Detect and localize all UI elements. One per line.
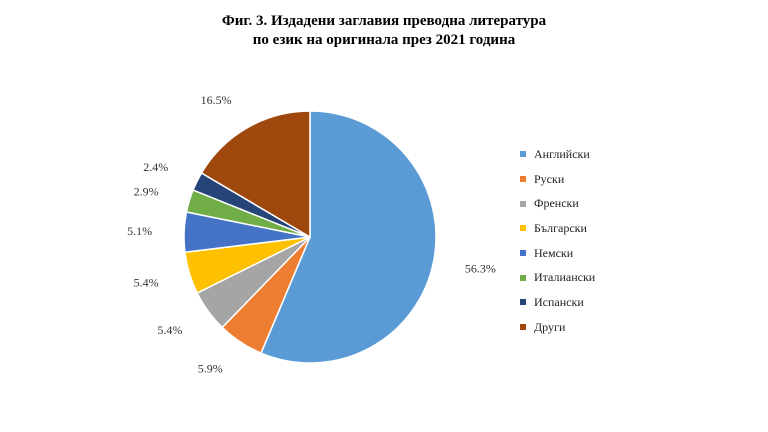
legend-label: Френски <box>534 196 579 211</box>
legend-item-3: Френски <box>520 191 595 216</box>
legend-swatch <box>520 250 526 257</box>
data-label-5: 5.1% <box>127 224 152 238</box>
legend-swatch <box>520 176 526 183</box>
legend-swatch <box>520 324 526 331</box>
legend-item-1: Английски <box>520 142 595 167</box>
pie-slice-8 <box>200 110 311 239</box>
legend-swatch <box>520 200 526 207</box>
legend-label: Руски <box>534 171 565 186</box>
data-label-1: 56.3% <box>465 261 496 275</box>
chart-title-line-2: по език на оригинала през 2021 година <box>252 32 516 48</box>
legend-swatch <box>520 151 526 158</box>
legend-swatch <box>520 299 526 306</box>
chart-legend: Английски Руски Френски Български Немски Итал… <box>520 142 595 340</box>
legend-label: Български <box>534 220 587 235</box>
legend-label: Други <box>534 319 566 334</box>
legend-item-7: Испански <box>520 290 595 315</box>
legend-item-5: Немски <box>520 241 595 266</box>
pie-slice-1 <box>260 110 437 364</box>
data-label-8: 16.5% <box>201 93 232 107</box>
legend-item-4: Български <box>520 216 595 241</box>
data-label-3: 5.4% <box>157 323 182 337</box>
data-label-6: 2.9% <box>134 185 159 199</box>
legend-swatch <box>520 225 526 232</box>
legend-item-6: Италиански <box>520 265 595 290</box>
legend-item-8: Други <box>520 315 595 340</box>
legend-label: Английски <box>534 146 590 161</box>
legend-label: Немски <box>534 245 574 260</box>
legend-item-2: Руски <box>520 167 595 192</box>
chart-title-line-1: Фиг. 3. Издадени заглавия преводна литер… <box>221 13 547 29</box>
data-label-4: 5.4% <box>134 275 159 289</box>
data-label-7: 2.4% <box>143 160 168 174</box>
legend-label: Италиански <box>534 270 596 285</box>
data-label-2: 5.9% <box>198 362 223 376</box>
legend-swatch <box>520 274 526 281</box>
chart-title: Фиг. 3. Издадени заглавия преводна литер… <box>0 12 768 50</box>
legend-label: Испански <box>534 294 584 309</box>
